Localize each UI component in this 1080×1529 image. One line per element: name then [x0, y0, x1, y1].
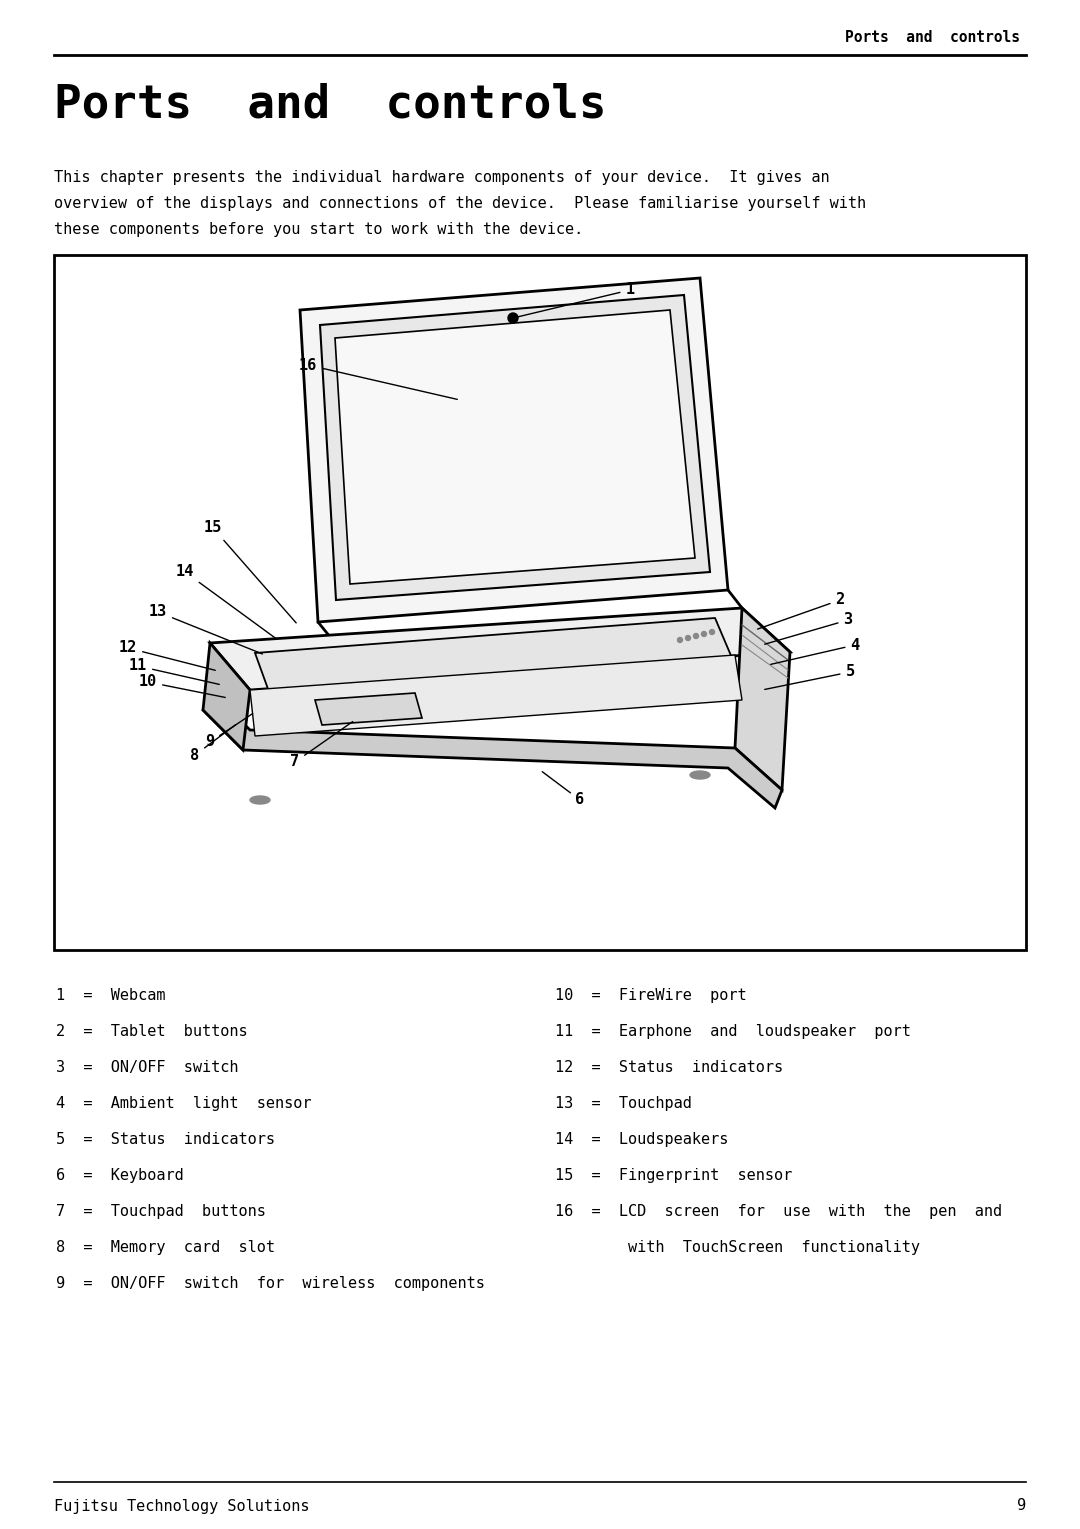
Polygon shape	[320, 295, 710, 599]
Text: 11: 11	[129, 659, 219, 685]
Circle shape	[677, 638, 683, 642]
Text: 3: 3	[765, 613, 852, 644]
Text: 16: 16	[299, 358, 457, 399]
Text: 10: 10	[139, 674, 226, 697]
Text: 7  =  Touchpad  buttons: 7 = Touchpad buttons	[56, 1203, 266, 1219]
Polygon shape	[203, 644, 249, 751]
Text: with  TouchScreen  functionality: with TouchScreen functionality	[555, 1240, 920, 1255]
Text: 12  =  Status  indicators: 12 = Status indicators	[555, 1060, 783, 1075]
Text: 5  =  Status  indicators: 5 = Status indicators	[56, 1131, 275, 1147]
Ellipse shape	[249, 797, 270, 804]
Text: overview of the displays and connections of the device.  Please familiarise your: overview of the displays and connections…	[54, 196, 866, 211]
Bar	[54, 255, 1026, 950]
Text: 2: 2	[757, 593, 845, 628]
Text: 3  =  ON/OFF  switch: 3 = ON/OFF switch	[56, 1060, 239, 1075]
Text: Fujitsu Technology Solutions: Fujitsu Technology Solutions	[54, 1498, 310, 1514]
Text: This chapter presents the individual hardware components of your device.  It giv: This chapter presents the individual har…	[54, 170, 829, 185]
Text: 16  =  LCD  screen  for  use  with  the  pen  and: 16 = LCD screen for use with the pen and	[555, 1203, 1002, 1219]
Text: 8: 8	[190, 725, 235, 763]
Text: 15  =  Fingerprint  sensor: 15 = Fingerprint sensor	[555, 1168, 793, 1183]
Circle shape	[693, 633, 699, 639]
Text: these components before you start to work with the device.: these components before you start to wor…	[54, 222, 583, 237]
Text: 9: 9	[205, 714, 253, 749]
Text: 5: 5	[765, 665, 854, 690]
Text: 6  =  Keyboard: 6 = Keyboard	[56, 1168, 184, 1183]
Text: 15: 15	[204, 520, 296, 622]
Text: 14  =  Loudspeakers: 14 = Loudspeakers	[555, 1131, 728, 1147]
Polygon shape	[249, 654, 742, 735]
Text: 12: 12	[119, 641, 215, 670]
Text: Ports  and  controls: Ports and controls	[54, 83, 607, 127]
Polygon shape	[335, 310, 696, 584]
Text: 8  =  Memory  card  slot: 8 = Memory card slot	[56, 1240, 275, 1255]
Text: 2  =  Tablet  buttons: 2 = Tablet buttons	[56, 1024, 247, 1040]
Polygon shape	[300, 278, 728, 622]
Circle shape	[702, 631, 706, 636]
Text: 10  =  FireWire  port: 10 = FireWire port	[555, 988, 746, 1003]
Text: 13  =  Touchpad: 13 = Touchpad	[555, 1096, 692, 1112]
Polygon shape	[315, 693, 422, 725]
Text: 9  =  ON/OFF  switch  for  wireless  components: 9 = ON/OFF switch for wireless component…	[56, 1277, 485, 1290]
Text: 1  =  Webcam: 1 = Webcam	[56, 988, 165, 1003]
Text: 4: 4	[771, 638, 860, 665]
Text: 9: 9	[1017, 1498, 1026, 1514]
Text: 6: 6	[542, 772, 584, 807]
Text: 13: 13	[149, 604, 262, 654]
Text: 4  =  Ambient  light  sensor: 4 = Ambient light sensor	[56, 1096, 311, 1112]
Circle shape	[508, 313, 518, 323]
Polygon shape	[210, 609, 789, 690]
Text: 11  =  Earphone  and  loudspeaker  port: 11 = Earphone and loudspeaker port	[555, 1024, 910, 1040]
Polygon shape	[203, 690, 782, 807]
Polygon shape	[735, 609, 789, 790]
Ellipse shape	[690, 771, 710, 778]
Polygon shape	[255, 618, 735, 700]
Text: Ports  and  controls: Ports and controls	[845, 31, 1020, 46]
Text: 1: 1	[515, 283, 635, 318]
Text: 14: 14	[176, 564, 275, 639]
Circle shape	[710, 630, 715, 635]
Text: 7: 7	[291, 722, 353, 769]
Circle shape	[686, 636, 690, 641]
